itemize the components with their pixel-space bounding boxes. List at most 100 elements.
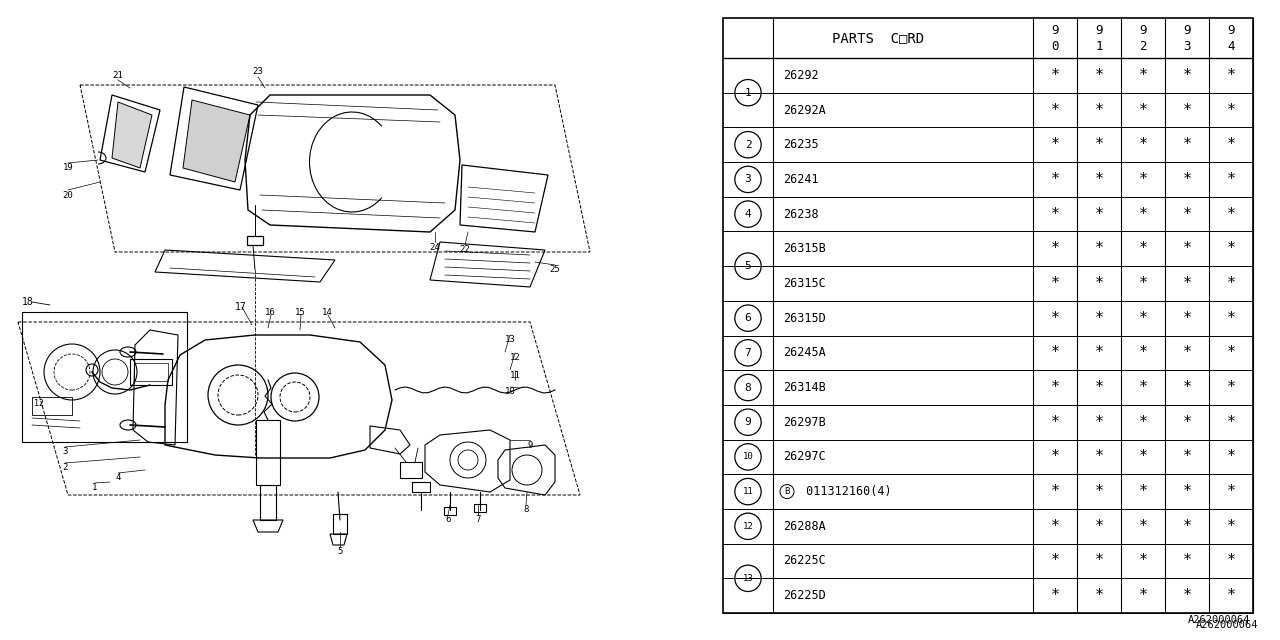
Text: *: * <box>1051 449 1060 465</box>
Text: 6: 6 <box>445 515 451 525</box>
Text: *: * <box>1183 137 1192 152</box>
Text: *: * <box>1094 449 1103 465</box>
Text: 4: 4 <box>1228 40 1235 52</box>
Text: *: * <box>1138 172 1148 187</box>
Text: *: * <box>1226 519 1235 534</box>
Text: 25: 25 <box>549 266 561 275</box>
Text: *: * <box>1051 588 1060 603</box>
Text: *: * <box>1226 102 1235 118</box>
Text: 5: 5 <box>745 261 751 271</box>
Text: *: * <box>1094 310 1103 326</box>
Text: 26297B: 26297B <box>783 416 826 429</box>
Text: 10: 10 <box>742 452 754 461</box>
Text: 20: 20 <box>63 191 73 200</box>
Text: *: * <box>1138 415 1148 429</box>
Text: *: * <box>1183 519 1192 534</box>
Text: 7: 7 <box>745 348 751 358</box>
Text: *: * <box>1051 310 1060 326</box>
Text: *: * <box>1138 449 1148 465</box>
Text: *: * <box>1226 484 1235 499</box>
Text: *: * <box>1094 172 1103 187</box>
Text: *: * <box>1138 68 1148 83</box>
Text: *: * <box>1138 241 1148 256</box>
Text: *: * <box>1226 310 1235 326</box>
Text: 26241: 26241 <box>783 173 819 186</box>
Text: *: * <box>1094 102 1103 118</box>
Text: 26225D: 26225D <box>783 589 826 602</box>
Text: *: * <box>1051 519 1060 534</box>
Text: *: * <box>1183 449 1192 465</box>
Bar <box>260 485 276 520</box>
Bar <box>22 312 187 442</box>
Bar <box>474 504 486 512</box>
Bar <box>333 514 347 534</box>
Text: *: * <box>1138 102 1148 118</box>
Bar <box>723 18 1253 613</box>
Text: *: * <box>1138 484 1148 499</box>
Text: *: * <box>1183 68 1192 83</box>
Text: 2: 2 <box>63 463 68 472</box>
Text: *: * <box>1183 484 1192 499</box>
Text: *: * <box>1226 588 1235 603</box>
Text: 9: 9 <box>1183 24 1190 36</box>
Bar <box>399 462 422 478</box>
Text: *: * <box>1183 310 1192 326</box>
Text: *: * <box>1226 554 1235 568</box>
Text: *: * <box>1051 68 1060 83</box>
Text: *: * <box>1094 276 1103 291</box>
Text: *: * <box>1051 207 1060 221</box>
Text: 26314B: 26314B <box>783 381 826 394</box>
Text: *: * <box>1051 241 1060 256</box>
Text: 23: 23 <box>252 67 264 77</box>
Text: 9: 9 <box>1139 24 1147 36</box>
Text: 12: 12 <box>742 522 754 531</box>
Bar <box>32 397 72 415</box>
Text: 5: 5 <box>338 547 343 557</box>
Text: *: * <box>1094 415 1103 429</box>
Text: 1: 1 <box>92 483 97 493</box>
Text: 22: 22 <box>460 246 470 255</box>
Text: *: * <box>1183 276 1192 291</box>
Text: B: B <box>785 487 790 496</box>
Text: *: * <box>1051 102 1060 118</box>
Bar <box>412 482 430 492</box>
Text: *: * <box>1051 172 1060 187</box>
Text: 24: 24 <box>430 243 440 252</box>
Text: *: * <box>1226 172 1235 187</box>
Text: *: * <box>1138 346 1148 360</box>
Text: *: * <box>1138 380 1148 395</box>
Text: *: * <box>1138 276 1148 291</box>
Text: 8: 8 <box>745 383 751 392</box>
Text: 3: 3 <box>63 447 68 456</box>
Text: 9: 9 <box>1228 24 1235 36</box>
Bar <box>134 363 168 381</box>
Text: 15: 15 <box>294 308 306 317</box>
Polygon shape <box>183 100 250 182</box>
Text: 0: 0 <box>1051 40 1059 52</box>
Bar <box>444 507 456 515</box>
Text: 1: 1 <box>1096 40 1103 52</box>
Text: 16: 16 <box>265 308 275 317</box>
Text: 3: 3 <box>1183 40 1190 52</box>
Text: 26292A: 26292A <box>783 104 826 116</box>
Text: *: * <box>1226 207 1235 221</box>
Text: *: * <box>1051 415 1060 429</box>
Bar <box>256 420 280 485</box>
Text: 14: 14 <box>323 308 333 317</box>
Bar <box>131 359 172 385</box>
Text: *: * <box>1138 554 1148 568</box>
Text: *: * <box>1094 554 1103 568</box>
Text: 011312160(4): 011312160(4) <box>799 485 892 498</box>
Text: 9: 9 <box>1096 24 1103 36</box>
Text: *: * <box>1183 380 1192 395</box>
Text: 12: 12 <box>35 399 44 408</box>
Text: 11: 11 <box>509 371 521 380</box>
Text: *: * <box>1226 276 1235 291</box>
Text: 9: 9 <box>527 440 532 449</box>
Text: *: * <box>1226 68 1235 83</box>
Text: 13: 13 <box>742 574 754 583</box>
Text: *: * <box>1226 137 1235 152</box>
Text: 8: 8 <box>524 506 529 515</box>
Text: 7: 7 <box>475 515 481 525</box>
Text: 12: 12 <box>509 353 521 362</box>
